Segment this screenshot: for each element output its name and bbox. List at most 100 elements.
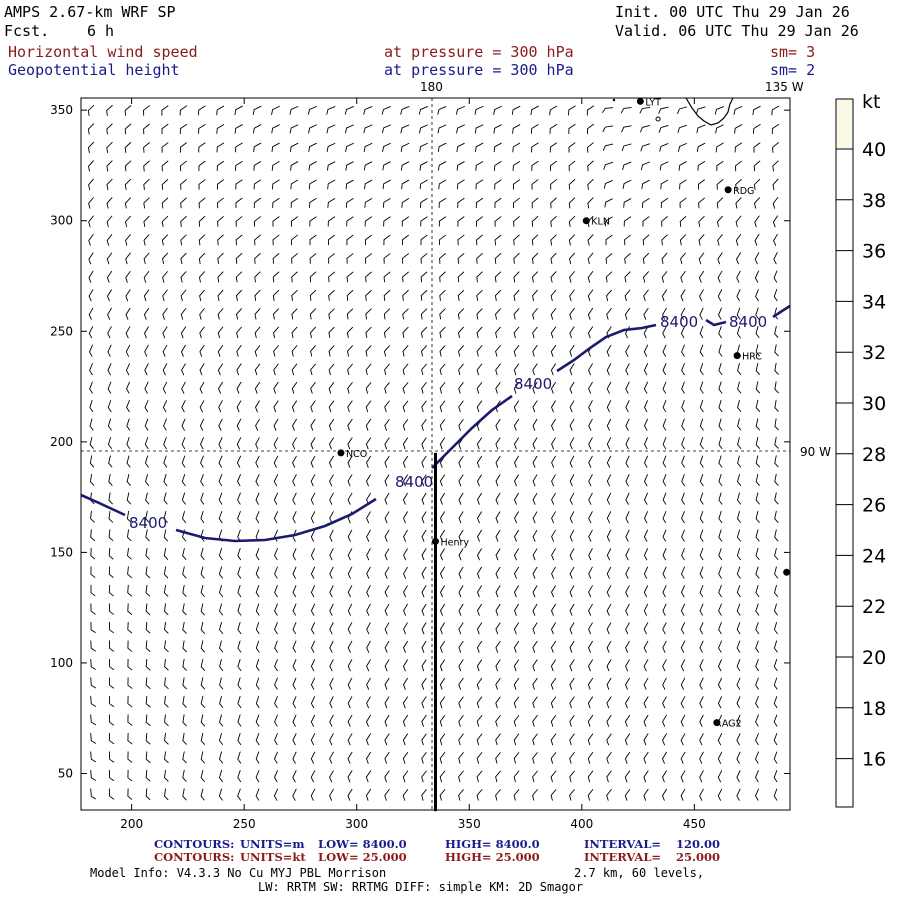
wind-barb [364,216,373,227]
wind-barb [126,436,131,450]
wind-barb [773,658,778,672]
wind-barb [383,253,391,264]
wind-barb [513,400,520,413]
wind-barb [145,621,151,634]
wind-barb [310,548,316,561]
wind-barb [273,381,279,394]
wind-barb [755,307,760,320]
wind-barb [680,714,686,727]
wind-barb [549,124,558,134]
wind-barb [236,400,242,413]
wind-barb [772,197,779,209]
wind-barb [180,252,187,265]
wind-barb [163,437,167,450]
wind-barb [88,234,94,246]
wind-barb [439,363,446,376]
station-dot [337,449,345,457]
wind-barb [274,677,278,690]
wind-barb [164,732,169,745]
wind-barb [180,179,187,190]
wind-barb [200,751,205,764]
wind-barb [402,308,409,320]
wind-barb [127,788,133,800]
wind-barb [495,566,501,579]
wind-barb [754,252,760,265]
wind-barb [384,789,390,801]
wind-barb [308,124,317,134]
wind-barb [90,529,95,541]
wind-barb [401,198,410,208]
wind-barb [680,751,686,764]
wind-barb [568,215,576,228]
wind-barb [143,307,150,320]
wind-barb [620,107,632,114]
wind-barb [643,418,648,431]
wind-barb [513,548,519,561]
wind-barb [255,714,260,727]
colorbar-unit: kt [862,91,880,113]
wind-barb [273,455,279,468]
wind-barb [255,437,260,450]
wind-barb [755,344,760,357]
wind-barb [495,789,501,801]
wind-barb [606,640,612,653]
wind-barb [329,640,334,653]
wind-barb [513,418,520,431]
wind-barb [642,198,650,208]
wind-barb [143,326,149,339]
wind-barb [587,271,594,283]
wind-barb [495,363,501,376]
wind-barb [182,788,187,801]
wind-barb [347,603,353,616]
wind-barb [200,677,206,690]
wind-barb [310,418,316,431]
wind-barb [164,677,169,690]
wind-barb [254,326,261,339]
wind-barb [126,473,131,486]
wind-barb [643,344,649,357]
wind-barb [606,585,612,598]
wind-barb [235,216,243,227]
wind-barb [273,548,278,561]
wind-barb [680,603,686,616]
wind-barb [161,215,169,228]
wind-barb [200,769,205,782]
wind-barb [736,547,741,561]
wind-barb [531,160,539,172]
wind-barb [755,696,759,709]
wind-barb [476,216,483,227]
wind-barb [200,455,204,468]
wind-barb [182,510,187,523]
wind-barb [531,271,539,283]
colorbar-tick-label: 32 [862,342,886,364]
wind-barb [143,123,150,135]
model-physics: LW: RRTM SW: RRTMG DIFF: simple KM: 2D S… [258,880,583,894]
wind-barb [642,216,650,227]
wind-barb [681,381,685,394]
wind-barb [532,696,538,709]
wind-barb [365,418,372,431]
wind-barb [699,733,704,746]
wind-barb [736,788,741,801]
wind-barb [145,529,150,542]
wind-barb [439,437,446,450]
wind-barb [144,437,149,450]
wind-barb [90,640,96,652]
station-label: RDG [733,186,754,197]
wind-barb [364,179,373,190]
wind-barb [127,640,133,652]
wind-barb [551,529,556,542]
wind-barb [643,363,649,376]
wind-barb [346,290,354,301]
wind-barb [291,363,298,376]
wind-barb [329,474,334,487]
wind-barb [639,106,651,114]
wind-barb [569,566,575,579]
wind-barb [662,640,667,653]
wind-barb [181,418,186,431]
wind-barb [681,344,685,357]
wind-barb [182,640,187,653]
wind-barb [254,308,261,320]
wind-barb [401,234,409,246]
wind-barb [532,677,538,690]
